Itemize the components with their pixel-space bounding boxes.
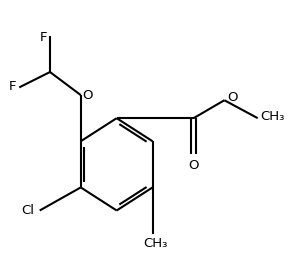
Text: O: O [82, 89, 92, 102]
Text: F: F [9, 80, 16, 93]
Text: CH₃: CH₃ [143, 237, 167, 250]
Text: CH₃: CH₃ [260, 110, 285, 123]
Text: Cl: Cl [22, 204, 34, 217]
Text: O: O [188, 159, 199, 172]
Text: O: O [227, 91, 237, 104]
Text: F: F [40, 31, 47, 44]
